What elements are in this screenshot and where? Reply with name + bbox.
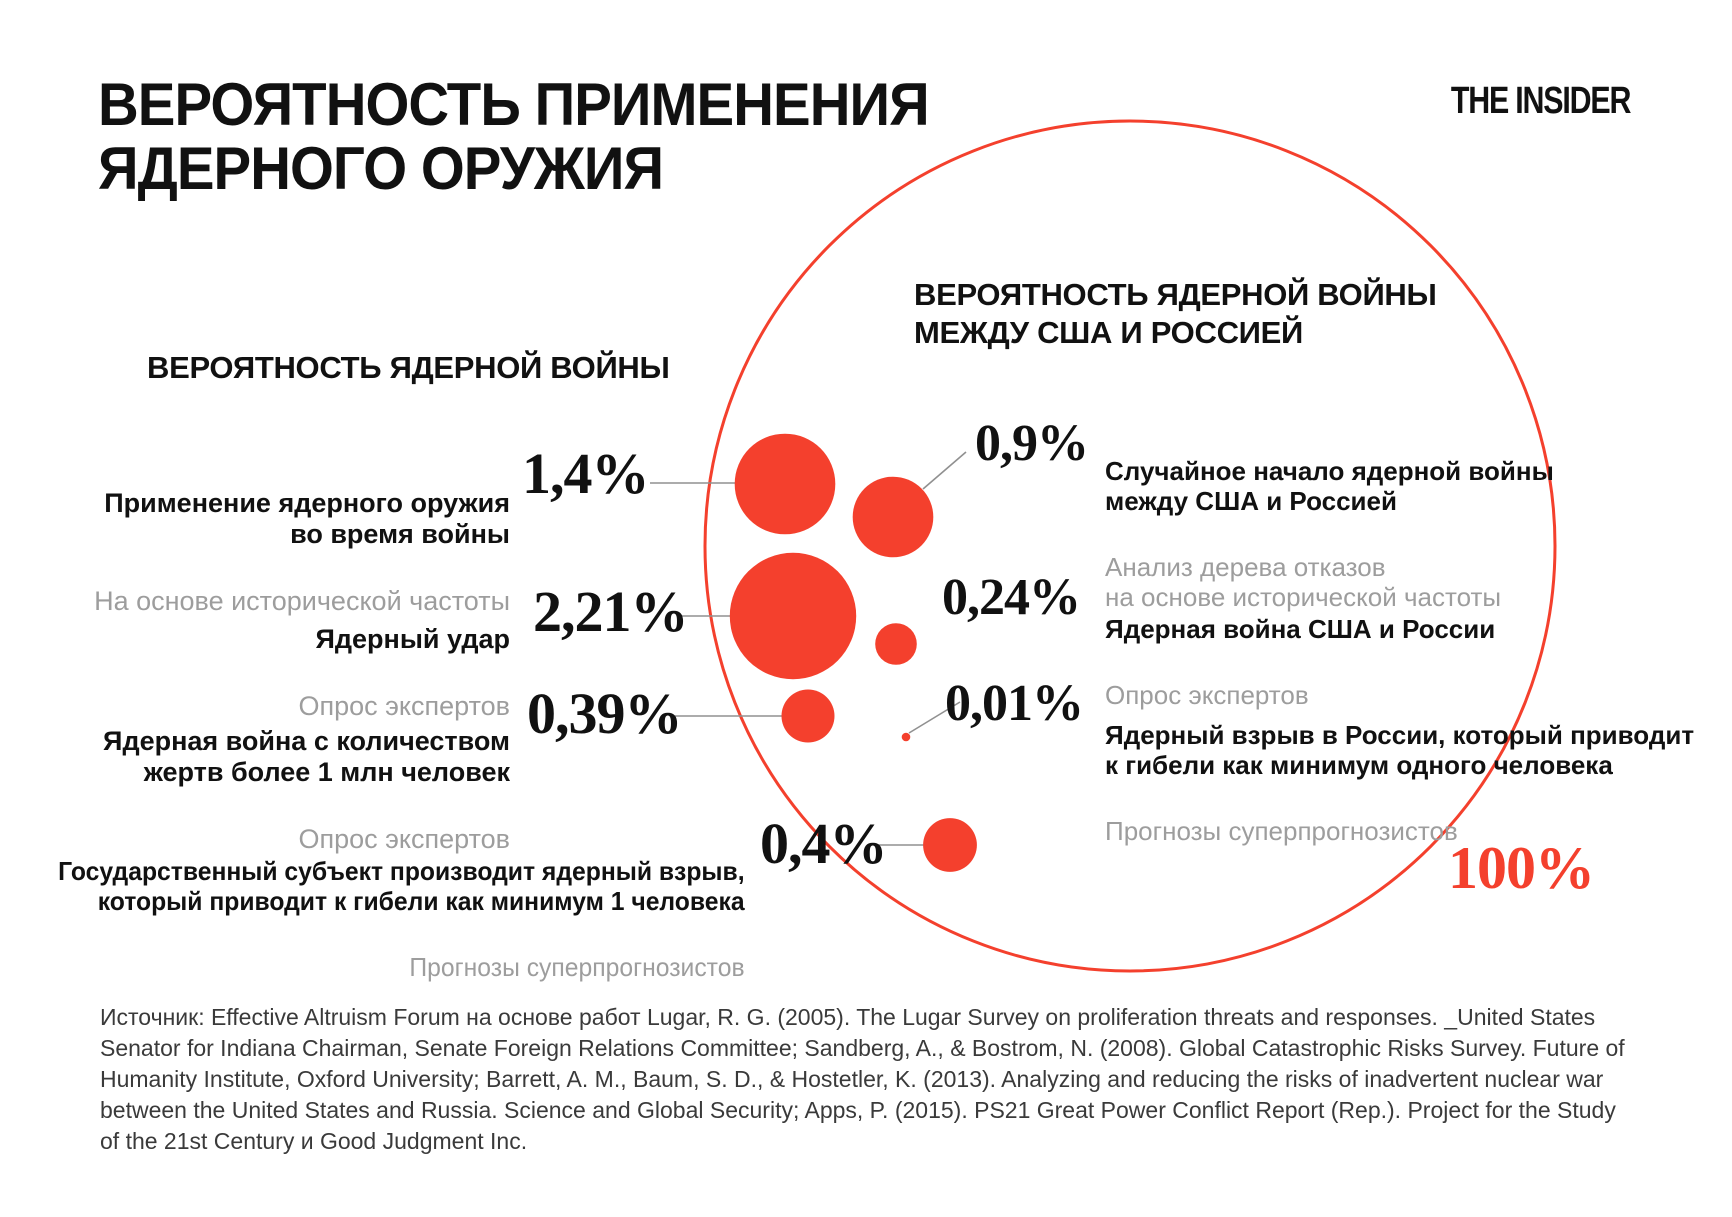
left-item-method: Опрос экспертов — [298, 824, 510, 854]
page-title: ВЕРОЯТНОСТЬ ПРИМЕНЕНИЯ ЯДЕРНОГО ОРУЖИЯ — [98, 71, 930, 202]
left-item-label: Применение ядерного оружия во время войн… — [104, 488, 510, 549]
left-item-million-casualties: Ядерная война с количеством жертв более … — [103, 690, 510, 891]
right-item-label: Ядерная война США и России — [1105, 614, 1496, 644]
left-item-method: На основе исторической частоты — [94, 586, 510, 616]
left-item-method: Прогнозы суперпрогнозистов — [409, 952, 745, 982]
bubble-war-use — [734, 433, 836, 535]
leader-line-accidental-war — [922, 451, 967, 490]
left-item-label: Государственный субъект производит ядерн… — [58, 856, 745, 916]
left-item-nuclear-strike: Ядерный удар Опрос экспертов — [298, 588, 510, 758]
bubble-accidental-war — [852, 476, 934, 558]
right-item-method: Анализ дерева отказов на основе историче… — [1105, 552, 1502, 612]
right-item-us-russia-war: Ядерная война США и России Опрос эксперт… — [1105, 578, 1495, 746]
right-item-method: Опрос экспертов — [1105, 680, 1309, 710]
left-item-state-actor: Государственный субъект производит ядерн… — [59, 820, 745, 1018]
right-item-label: Ядерный взрыв в России, который приводит… — [1105, 720, 1695, 780]
bubble-nuclear-strike — [729, 552, 857, 680]
value-nuclear-strike: 2,21% — [533, 579, 688, 644]
right-item-russia-explosion: Ядерный взрыв в России, который приводит… — [1105, 684, 1694, 882]
value-million-casualties: 0,39% — [527, 681, 682, 746]
left-item-method: Опрос экспертов — [298, 691, 510, 721]
right-item-label: Случайное начало ядерной войны между США… — [1105, 456, 1554, 516]
outer-100-percent-circle — [703, 119, 1557, 973]
the-insider-logo: THE INSIDER — [1450, 80, 1632, 122]
value-russia-explosion: 0,01% — [945, 675, 1084, 732]
left-section-header: ВЕРОЯТНОСТЬ ЯДЕРНОЙ ВОЙНЫ — [147, 350, 670, 385]
left-item-war-use: Применение ядерного оружия во время войн… — [94, 452, 510, 653]
leader-line-russia-explosion — [908, 701, 961, 734]
value-us-russia-war: 0,24% — [942, 569, 1081, 626]
value-state-actor: 0,4% — [760, 811, 887, 876]
left-item-label: Ядерный удар — [315, 624, 510, 654]
value-war-use: 1,4% — [522, 441, 649, 506]
value-accidental-war: 0,9% — [975, 415, 1089, 472]
source-note: Источник: Effective Altruism Forum на ос… — [100, 1004, 1625, 1154]
bubble-million-casualties — [781, 689, 835, 743]
bubble-russia-explosion — [901, 732, 911, 742]
right-item-accidental-war: Случайное начало ядерной войны между США… — [1105, 420, 1554, 648]
right-section-header: ВЕРОЯТНОСТЬ ЯДЕРНОЙ ВОЙНЫ МЕЖДУ США И РО… — [914, 277, 1437, 350]
bubble-state-actor — [923, 818, 977, 872]
left-item-label: Ядерная война с количеством жертв более … — [103, 726, 510, 787]
right-item-method: Прогнозы суперпрогнозистов — [1105, 816, 1458, 846]
bubble-us-russia-war — [875, 623, 917, 665]
total-100-percent-label: 100% — [1448, 835, 1595, 901]
